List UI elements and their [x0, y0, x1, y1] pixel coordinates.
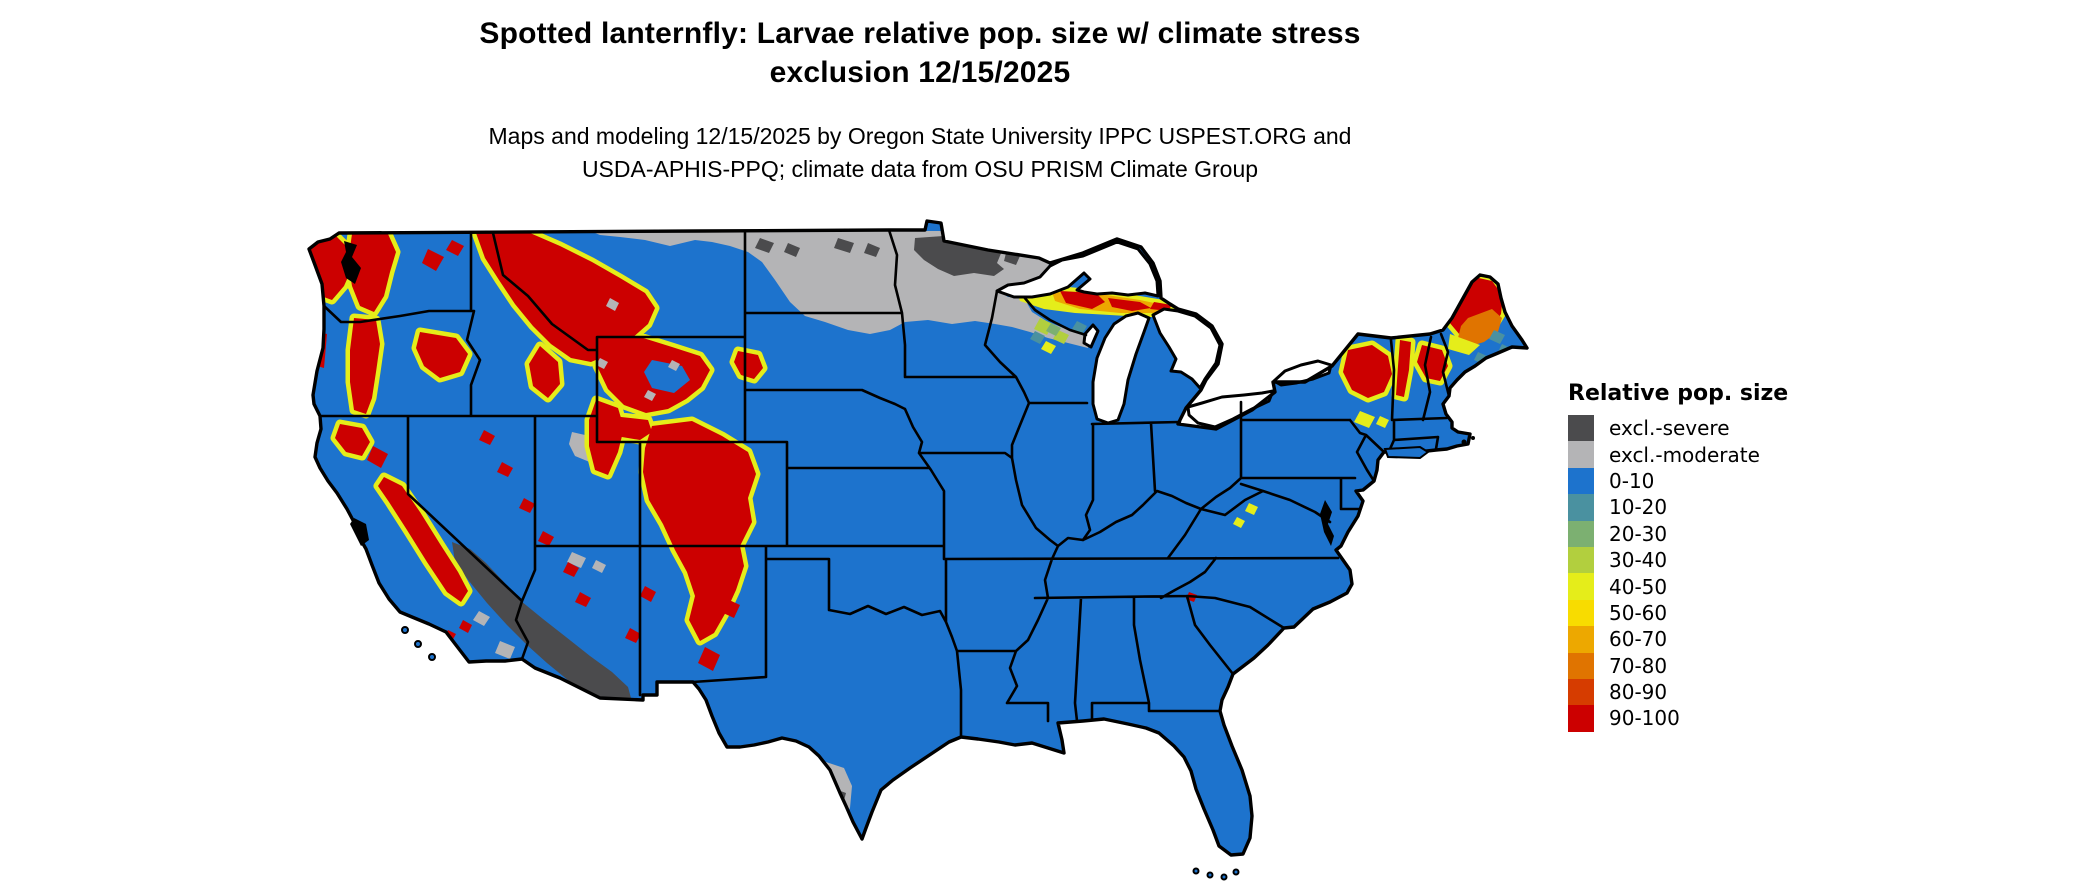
florida-key [1206, 871, 1214, 879]
channel-island [414, 640, 422, 648]
legend-swatch-50-60 [1568, 599, 1594, 627]
legend-item: 80-90 [1568, 678, 1788, 706]
map-title: Spotted lanternfly: Larvae relative pop.… [320, 14, 1520, 92]
legend-swatch-20-30 [1568, 520, 1594, 547]
legend-swatch-70-80 [1568, 652, 1594, 679]
florida-key [1192, 867, 1200, 875]
legend-swatch-10-20 [1568, 494, 1594, 521]
climate-overlays [309, 228, 1512, 827]
legend-items: excl.-severe excl.-moderate 0-10 10-20 20-30… [1568, 415, 1788, 732]
florida-key [1220, 873, 1228, 881]
legend-item: 90-100 [1568, 705, 1788, 732]
legend-label: 20-30 [1609, 521, 1668, 546]
legend: Relative pop. size excl.-severe excl.-mod… [1568, 381, 1788, 732]
title-line-2: exclusion 12/15/2025 [769, 56, 1071, 89]
subtitle-line-1: Maps and modeling 12/15/2025 by Oregon S… [488, 123, 1352, 149]
legend-item: 30-40 [1568, 546, 1788, 574]
green-bay [1082, 323, 1100, 349]
conus-outline [307, 219, 1529, 857]
legend-swatch-90-100 [1568, 705, 1594, 732]
legend-swatch-excl.-severe [1568, 415, 1594, 442]
legend-label: 0-10 [1609, 468, 1655, 493]
long-island [1383, 445, 1430, 460]
legend-label: 30-40 [1609, 548, 1668, 573]
lake-michigan [1091, 311, 1151, 425]
legend-swatch-30-40 [1568, 546, 1594, 574]
legend-label: 90-100 [1609, 706, 1680, 731]
legend-item: excl.-severe [1568, 415, 1788, 442]
subtitle-line-2: USDA-APHIS-PPQ; climate data from OSU PR… [581, 156, 1259, 182]
lake-superior [995, 240, 1160, 299]
legend-swatch-60-70 [1568, 626, 1594, 653]
legend-item: excl.-moderate [1568, 441, 1788, 468]
legend-title: Relative pop. size [1568, 381, 1789, 406]
channel-island [401, 626, 409, 634]
legend-label: 50-60 [1609, 600, 1668, 625]
marthas-vineyard-island [1471, 436, 1475, 440]
legend-item: 50-60 [1568, 599, 1788, 627]
legend-swatch-0-10 [1568, 467, 1594, 495]
lake-erie [1186, 389, 1275, 429]
state-borders [318, 228, 1451, 739]
legend-item: 40-50 [1568, 573, 1788, 600]
chesapeake-bay [1320, 500, 1334, 546]
bighorn-basin-hole [644, 360, 690, 393]
legend-item: 0-10 [1568, 467, 1788, 495]
great-lakes [995, 240, 1333, 429]
legend-item: 20-30 [1568, 520, 1788, 547]
overlay-high-pop-upper-peninsula [1010, 255, 1186, 354]
islands [401, 445, 1430, 881]
legend-swatch-excl.-moderate [1568, 441, 1594, 468]
channel-island [428, 653, 436, 661]
puget-sound [341, 241, 361, 284]
legend-item: 60-70 [1568, 626, 1788, 653]
florida-key [1232, 868, 1240, 876]
title-line-1: Spotted lanternfly: Larvae relative pop.… [479, 17, 1361, 50]
map-subtitle: Maps and modeling 12/15/2025 by Oregon S… [320, 120, 1520, 186]
legend-label: excl.-moderate [1609, 442, 1760, 467]
overlay-excl-severe-mojave [452, 542, 631, 700]
legend-label: 40-50 [1609, 574, 1668, 599]
legend-item: 70-80 [1568, 652, 1788, 679]
overlay-high-pop-northeast [1186, 271, 1512, 602]
legend-swatch-40-50 [1568, 573, 1594, 600]
overlay-high-pop-west [309, 228, 768, 671]
legend-label: 80-90 [1609, 680, 1668, 705]
legend-swatch-80-90 [1568, 678, 1594, 706]
legend-label: excl.-severe [1609, 416, 1730, 441]
legend-label: 10-20 [1609, 495, 1668, 520]
legend-label: 60-70 [1609, 627, 1668, 652]
legend-item: 10-20 [1568, 494, 1788, 521]
legend-label: 70-80 [1609, 653, 1668, 678]
